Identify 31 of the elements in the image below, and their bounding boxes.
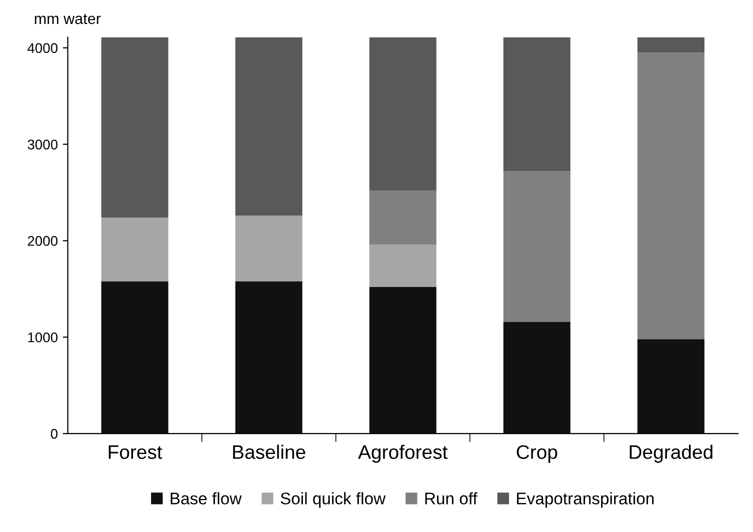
legend-label: Run off — [425, 492, 478, 504]
bar — [637, 37, 704, 53]
bar — [101, 218, 168, 282]
bar — [637, 339, 704, 434]
legend-label: Soil quick flow — [280, 492, 386, 508]
x-tick-label: Crop — [516, 445, 558, 463]
x-tick-label: Degraded — [630, 444, 712, 463]
y-tick-label: 4000 — [27, 43, 58, 54]
y-tick-label: 3000 — [28, 140, 58, 150]
bar — [369, 244, 436, 287]
bar — [369, 37, 436, 191]
bar — [503, 171, 570, 322]
x-tick-label: Baseline — [233, 444, 306, 459]
bar — [503, 37, 570, 172]
bar — [101, 281, 168, 434]
bar — [637, 52, 704, 340]
y-tick-label: 1000 — [28, 332, 58, 342]
y-tick-label: 2000 — [28, 236, 58, 246]
x-tick-label: Agroforest — [358, 444, 448, 463]
bar — [101, 37, 168, 218]
x-tick-label: Forest — [108, 445, 162, 459]
bar — [369, 287, 436, 434]
bar — [235, 281, 302, 434]
bar — [235, 37, 302, 216]
legend-label: Base flow — [170, 492, 242, 504]
y-tick-label: 0 — [50, 428, 58, 439]
y-axis-title: mm water — [34, 14, 101, 24]
bar — [369, 190, 436, 245]
legend-label: Evapotranspiration — [517, 492, 654, 508]
bar — [235, 216, 302, 282]
bar — [503, 322, 570, 434]
